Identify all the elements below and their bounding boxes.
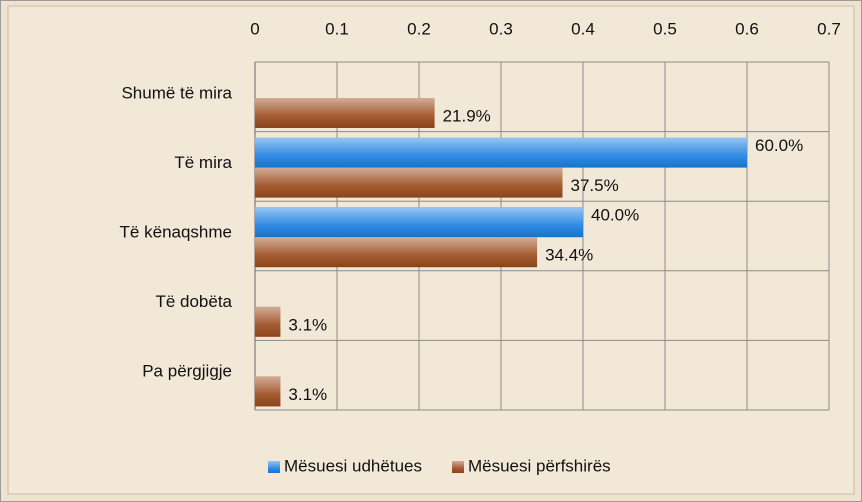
bar-sheen [255, 137, 747, 168]
bar-sheen [255, 167, 563, 198]
data-label: 3.1% [288, 385, 327, 404]
legend-sheen [268, 461, 280, 473]
y-tick-label: Të mira [174, 153, 232, 172]
data-label: 3.1% [288, 315, 327, 334]
bar-sheen [255, 207, 583, 238]
bar-sheen [255, 306, 281, 337]
legend-label: Mësuesi përfshirës [468, 456, 611, 475]
data-label: 40.0% [591, 206, 639, 225]
data-label: 37.5% [571, 176, 619, 195]
x-tick-label: 0.6 [735, 19, 759, 38]
y-tick-label: Të dobëta [155, 292, 232, 311]
x-tick-label: 0.5 [653, 19, 677, 38]
x-tick-label: 0.1 [325, 19, 349, 38]
bar-sheen [255, 376, 281, 407]
legend-sheen [451, 461, 464, 473]
y-tick-label: Të kënaqshme [120, 222, 232, 241]
bar-sheen [255, 98, 435, 128]
y-tick-label: Pa përgjigje [142, 362, 232, 381]
x-tick-label: 0.3 [489, 19, 513, 38]
x-tick-label: 0.2 [407, 19, 431, 38]
x-tick-label: 0.4 [571, 19, 595, 38]
y-tick-label: Shumë të mira [121, 83, 232, 102]
data-label: 60.0% [755, 136, 803, 155]
x-tick-label: 0 [250, 19, 259, 38]
legend-label: Mësuesi udhëtues [284, 456, 422, 475]
data-label: 34.4% [545, 246, 593, 265]
bar-sheen [255, 237, 538, 268]
x-tick-label: 0.7 [817, 19, 841, 38]
data-label: 21.9% [443, 106, 491, 125]
